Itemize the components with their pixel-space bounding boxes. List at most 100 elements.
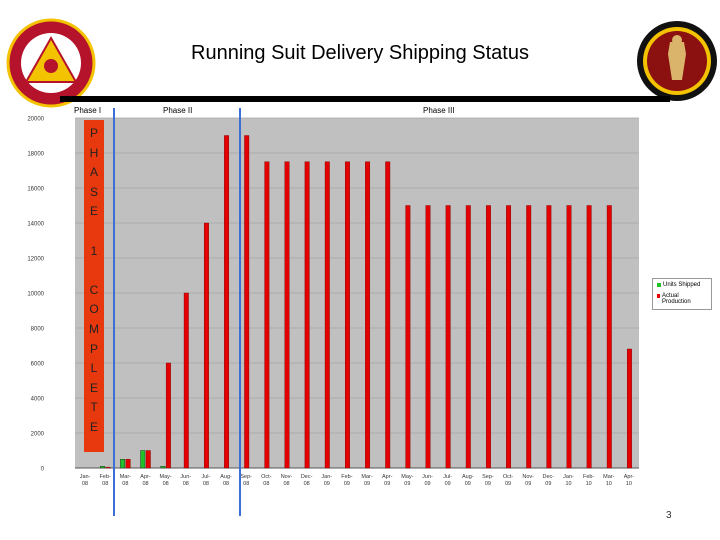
phase-banner-letter: S	[89, 184, 98, 199]
bar-actual-production	[626, 348, 632, 469]
bar-actual-production	[224, 135, 230, 469]
y-tick-label: 16000	[27, 187, 44, 193]
bar-actual-production	[385, 161, 391, 469]
bar-actual-production	[183, 292, 189, 469]
bar-actual-production	[546, 205, 552, 469]
x-tick-label: Dec-09	[543, 474, 555, 487]
usmc-seal-icon	[637, 21, 717, 101]
phase-3-label: Phase III	[423, 106, 455, 115]
bar-units-shipped	[120, 459, 126, 469]
phase-divider-1-2	[113, 108, 115, 516]
bar-actual-production	[244, 135, 250, 469]
y-tick-label: 14000	[27, 222, 44, 228]
page-title: Running Suit Delivery Shipping Status	[191, 42, 529, 64]
x-tick-label: Oct-09	[503, 474, 514, 487]
phase-banner-letter: M	[89, 322, 99, 336]
legend-item-units-shipped: Units Shipped	[657, 282, 700, 288]
y-tick-label: 18000	[27, 152, 44, 158]
bar-units-shipped	[100, 466, 105, 469]
y-tick-label: 6000	[31, 362, 45, 368]
y-tick-label: 4000	[31, 397, 45, 403]
bar-actual-production	[526, 205, 532, 469]
y-tick-label: 0	[41, 467, 45, 473]
x-tick-label: Aug-09	[462, 474, 474, 487]
bar-actual-production	[506, 205, 512, 469]
bar-actual-production	[304, 161, 310, 469]
x-tick-label: Apr-10	[624, 474, 635, 487]
bar-actual-production	[606, 205, 612, 469]
bar-units-shipped	[140, 450, 146, 469]
x-tick-label: Feb-09	[341, 474, 352, 487]
x-tick-label: Dec-08	[301, 474, 313, 487]
x-tick-label: Jun-08	[180, 474, 191, 487]
y-tick-label: 2000	[31, 432, 45, 438]
page-number: 3	[666, 510, 672, 521]
header-divider-bar	[60, 96, 670, 102]
x-tick-label: Feb-10	[583, 474, 594, 487]
bar-units-shipped	[160, 466, 166, 469]
x-tick-label: Jan-10	[563, 474, 574, 487]
bar-actual-production	[566, 205, 572, 469]
x-tick-label: Aug-08	[220, 474, 232, 487]
bar-actual-production	[344, 161, 350, 469]
bar-actual-production	[405, 205, 411, 469]
bar-actual-production	[203, 222, 209, 469]
bar-actual-production	[465, 205, 471, 469]
x-tick-label: Jul-09	[443, 474, 452, 487]
phase-banner-letter: O	[89, 302, 99, 317]
x-tick-label: Jan-09	[321, 474, 332, 487]
phase-banner-letter: E	[89, 204, 98, 219]
x-tick-label: Oct-08	[261, 474, 272, 487]
y-tick-label: 8000	[31, 327, 45, 333]
bar-actual-production	[264, 161, 270, 469]
phase-2-label: Phase II	[163, 106, 193, 115]
x-tick-label: Jul-08	[201, 474, 210, 487]
phase-banner-letter: E	[89, 380, 98, 395]
bar-actual-production	[425, 205, 431, 469]
phase-banner-letter: A	[89, 165, 98, 180]
x-tick-label: Mar-09	[361, 474, 372, 487]
x-tick-label: Jan-08	[80, 474, 91, 487]
phase-banner-letter: L	[90, 361, 98, 376]
bar-actual-production	[284, 161, 290, 469]
bar-actual-production	[145, 450, 151, 469]
x-tick-label: May-08	[160, 474, 172, 487]
phase-1-complete-banner	[84, 120, 104, 452]
phase-banner-letter: C	[89, 282, 99, 297]
bar-actual-production	[365, 161, 371, 469]
bar-actual-production	[165, 362, 171, 469]
x-tick-label: Apr-09	[382, 474, 393, 487]
bar-actual-production	[485, 205, 491, 469]
legend-label-units-shipped: Units Shipped	[663, 282, 701, 288]
phase-banner-letter: T	[90, 400, 98, 415]
bar-actual-production	[586, 205, 592, 469]
x-tick-label: Mar-08	[120, 474, 131, 487]
bar-actual-production	[105, 466, 111, 469]
phase-1-label: Phase I	[74, 106, 102, 115]
phase-banner-letter: P	[89, 126, 98, 140]
x-tick-label: Apr-08	[140, 474, 151, 487]
x-tick-label: Feb-08	[100, 474, 111, 487]
bar-actual-production	[445, 205, 451, 469]
bar-actual-production	[324, 161, 330, 469]
bar-actual-production	[125, 459, 131, 469]
y-tick-label: 12000	[27, 257, 44, 263]
marine-corps-systems-command-seal-icon	[6, 18, 96, 108]
x-tick-label: Jun-09	[422, 474, 433, 487]
phase-banner-letter: H	[89, 145, 99, 160]
legend-item-actual-production: Actual Production	[657, 293, 697, 305]
x-tick-label: Mar-10	[603, 474, 614, 487]
legend-swatch-units-shipped	[657, 283, 661, 287]
phase-banner-letter: P	[89, 341, 98, 356]
y-tick-label: 20000	[27, 117, 44, 123]
y-tick-label: 10000	[27, 292, 44, 298]
legend-swatch-actual-production	[657, 294, 660, 298]
x-tick-label: Nov-08	[281, 474, 293, 487]
x-tick-label: Nov-09	[522, 474, 534, 487]
phase-divider-2-3	[239, 108, 241, 516]
x-tick-label: May-09	[401, 474, 413, 487]
phase-banner-letter: E	[89, 420, 98, 434]
phase-banner-letter: 1	[90, 243, 98, 258]
x-tick-label: Sep-09	[482, 474, 494, 487]
